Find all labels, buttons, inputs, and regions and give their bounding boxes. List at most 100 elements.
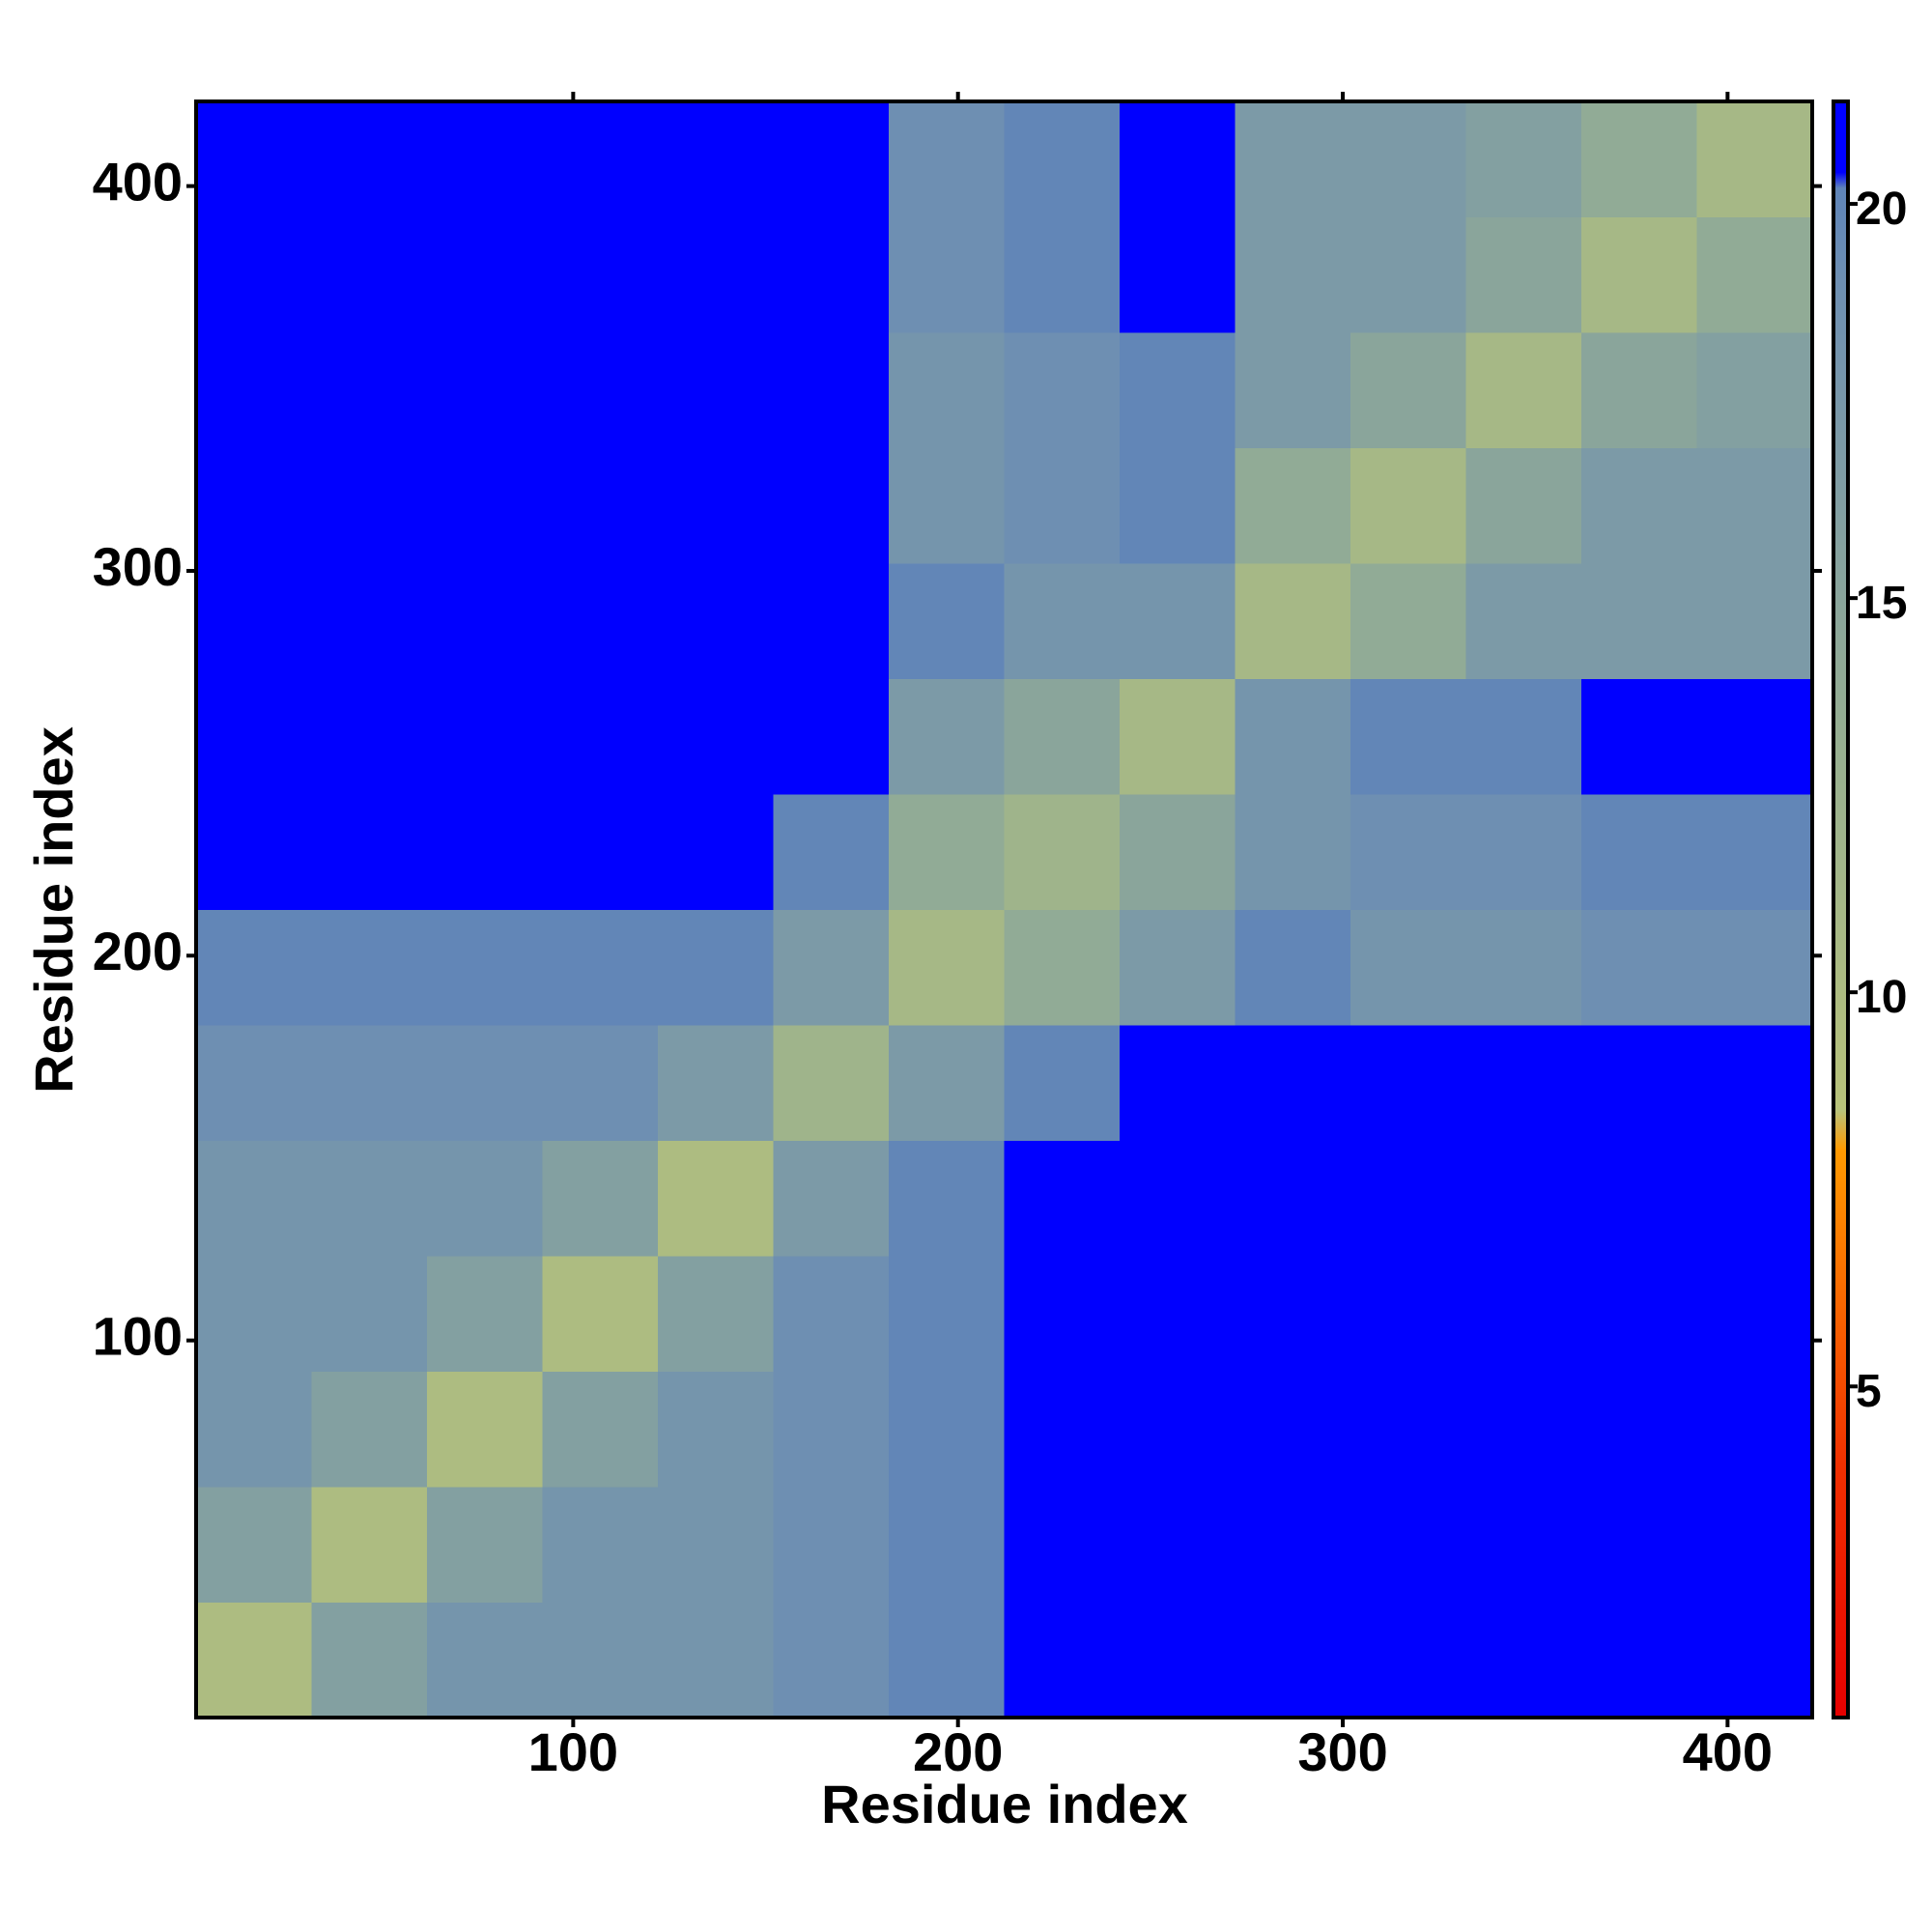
heatmap-cell <box>1696 101 1813 217</box>
heatmap-cell <box>658 447 774 564</box>
heatmap-cell <box>1581 1602 1697 1719</box>
heatmap-cell <box>1235 909 1351 1026</box>
heatmap-cell <box>1350 678 1466 795</box>
heatmap-cell <box>542 678 659 795</box>
heatmap-cell <box>1696 1256 1813 1372</box>
heatmap-cell <box>1235 678 1351 795</box>
heatmap-cell <box>542 216 659 333</box>
heatmap-cell <box>542 563 659 679</box>
heatmap-cell <box>196 1256 312 1372</box>
heatmap-cell <box>773 1487 890 1603</box>
heatmap-cell <box>1120 216 1236 333</box>
heatmap-cell <box>1235 1025 1351 1141</box>
heatmap-cell <box>1350 909 1466 1026</box>
heatmap-cell <box>1235 1256 1351 1372</box>
heatmap-cell <box>1465 794 1582 910</box>
heatmap-cell <box>1004 1140 1121 1257</box>
heatmap-cell <box>1696 447 1813 564</box>
heatmap-cell <box>196 1140 312 1257</box>
heatmap-cell <box>773 1371 890 1488</box>
heatmap-cell <box>542 1602 659 1719</box>
heatmap-cell <box>889 332 1005 448</box>
heatmap-cell <box>311 1371 428 1488</box>
heatmap-cell <box>889 1487 1005 1603</box>
heatmap-cell <box>542 101 659 217</box>
heatmap-cell <box>889 1256 1005 1372</box>
heatmap-cell <box>427 1025 543 1141</box>
heatmap-cell <box>427 447 543 564</box>
heatmap-cell <box>889 909 1005 1026</box>
heatmap-cell <box>1465 1025 1582 1141</box>
heatmap-cell <box>542 1487 659 1603</box>
heatmap-cell <box>773 1602 890 1719</box>
heatmap-cell <box>1350 1602 1466 1719</box>
heatmap-cell <box>773 909 890 1026</box>
heatmap-cell <box>1696 678 1813 795</box>
heatmap-cell <box>1004 1256 1121 1372</box>
heatmap-cell <box>658 563 774 679</box>
heatmap-cell <box>773 101 890 217</box>
heatmap-cell <box>1235 101 1351 217</box>
heatmap-cell <box>1465 909 1582 1026</box>
y-axis-title: Residue index <box>23 726 84 1094</box>
heatmap-cell <box>311 563 428 679</box>
heatmap-cell <box>1120 1602 1236 1719</box>
heatmap-cell <box>1350 1371 1466 1488</box>
heatmap-cell <box>311 1256 428 1372</box>
heatmap-cell <box>1465 101 1582 217</box>
heatmap-cell <box>1120 909 1236 1026</box>
heatmap-cell <box>1581 794 1697 910</box>
heatmap-cell <box>427 794 543 910</box>
y-tick-label: 400 <box>93 151 183 212</box>
heatmap-cell <box>658 678 774 795</box>
heatmap-cell <box>311 447 428 564</box>
heatmap-cell <box>311 909 428 1026</box>
heatmap-cell <box>1004 678 1121 795</box>
heatmap-cell <box>1350 332 1466 448</box>
heatmap-cell <box>1465 1256 1582 1372</box>
heatmap-cell <box>658 1602 774 1719</box>
heatmap-cell <box>773 1140 890 1257</box>
heatmap-cell <box>1581 1025 1697 1141</box>
heatmap-cell <box>889 794 1005 910</box>
heatmap-cell <box>1465 1140 1582 1257</box>
heatmap-cell <box>196 216 312 333</box>
heatmap-cell <box>1581 1487 1697 1603</box>
heatmap-cell <box>1696 1140 1813 1257</box>
heatmap-cell <box>1235 1140 1351 1257</box>
heatmap-cell <box>1465 332 1582 448</box>
heatmap-cell <box>1235 563 1351 679</box>
heatmap-cell <box>542 794 659 910</box>
heatmap-cell <box>196 678 312 795</box>
heatmap-cell <box>427 678 543 795</box>
heatmap-cell <box>1581 1256 1697 1372</box>
heatmap-cell <box>1350 794 1466 910</box>
heatmap-cell <box>1696 1025 1813 1141</box>
heatmap-cell <box>311 1487 428 1603</box>
heatmap-cell <box>773 1256 890 1372</box>
heatmap-cell <box>1235 1602 1351 1719</box>
heatmap-cell <box>1696 563 1813 679</box>
heatmap-cell <box>1465 1487 1582 1603</box>
colorbar <box>1832 99 1850 1719</box>
heatmap-cell <box>1235 1487 1351 1603</box>
heatmap-cell <box>889 1602 1005 1719</box>
heatmap-cell <box>1004 1602 1121 1719</box>
heatmap-cell <box>1004 216 1121 333</box>
heatmap-cell <box>658 909 774 1026</box>
heatmap-cell <box>889 447 1005 564</box>
heatmap-cell <box>1004 1487 1121 1603</box>
heatmap-cell <box>1004 101 1121 217</box>
plot-frame <box>194 99 1814 1719</box>
heatmap-cell <box>427 563 543 679</box>
heatmap-cell <box>1581 1140 1697 1257</box>
heatmap-cell <box>427 1487 543 1603</box>
heatmap-cell <box>1696 1602 1813 1719</box>
heatmap-cell <box>658 332 774 448</box>
heatmap-cell <box>311 1025 428 1141</box>
heatmap-cell <box>1235 1371 1351 1488</box>
heatmap-cell <box>1696 332 1813 448</box>
heatmap-cell <box>196 1602 312 1719</box>
heatmap-cell <box>1350 101 1466 217</box>
heatmap-cell <box>1004 1025 1121 1141</box>
